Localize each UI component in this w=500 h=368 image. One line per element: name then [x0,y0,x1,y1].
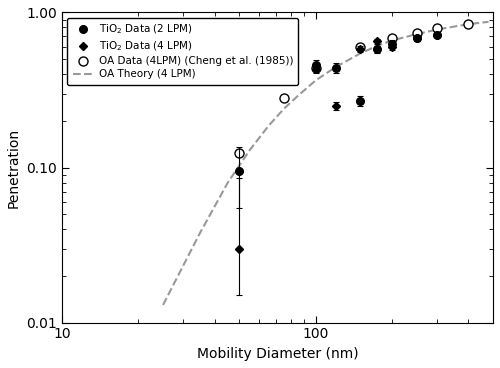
Legend: TiO$_2$ Data (2 LPM), TiO$_2$ Data (4 LPM), OA Data (4LPM) (Cheng et al. (1985)): TiO$_2$ Data (2 LPM), TiO$_2$ Data (4 LP… [68,18,298,85]
X-axis label: Mobility Diameter (nm): Mobility Diameter (nm) [197,347,358,361]
Y-axis label: Penetration: Penetration [7,127,21,208]
